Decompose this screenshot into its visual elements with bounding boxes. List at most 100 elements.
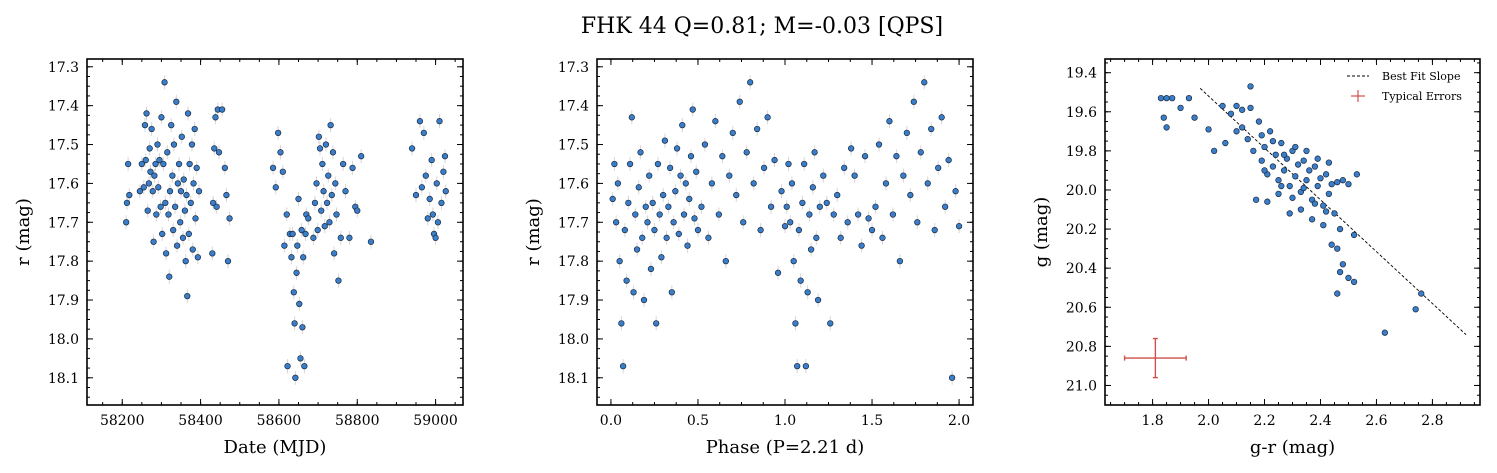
data-point <box>1311 200 1319 207</box>
data-point <box>1163 124 1170 131</box>
x-tick-label: 0.5 <box>687 413 709 429</box>
data-point <box>330 250 338 257</box>
data-point <box>170 141 178 148</box>
data-point <box>337 234 344 241</box>
data-point <box>637 149 644 156</box>
error-bars <box>612 75 960 385</box>
data-point <box>644 219 651 226</box>
data-point <box>316 145 324 152</box>
data-point <box>924 180 931 187</box>
data-point <box>816 203 823 210</box>
data-point <box>169 172 176 179</box>
data-point <box>628 114 635 121</box>
data-point <box>123 199 131 206</box>
data-point <box>1269 137 1277 145</box>
data-point <box>221 164 229 172</box>
data-point <box>422 172 429 179</box>
data-point <box>1322 208 1330 215</box>
x-tick-label: 59000 <box>413 413 458 429</box>
data-point <box>952 188 959 195</box>
y-axis-label: r (mag) <box>13 198 34 266</box>
data-point <box>157 203 164 210</box>
data-point <box>212 114 219 121</box>
data-point <box>162 250 170 257</box>
data-point <box>651 226 658 234</box>
data-point <box>1294 161 1302 168</box>
ticks <box>87 59 463 405</box>
data-point <box>882 180 890 187</box>
data-point <box>1314 182 1321 190</box>
data-point <box>701 141 709 148</box>
data-point <box>332 180 339 187</box>
data-point <box>653 320 660 327</box>
data-point <box>1289 194 1296 201</box>
data-point <box>903 129 911 137</box>
data-point <box>661 137 669 144</box>
data-point <box>841 164 848 172</box>
data-point <box>226 215 233 222</box>
data-point <box>640 296 648 304</box>
data-point <box>296 300 303 308</box>
data-point <box>177 219 184 226</box>
data-point <box>340 160 347 168</box>
data-point <box>187 199 194 206</box>
data-point <box>327 121 334 129</box>
data-point <box>715 211 723 218</box>
data-point <box>184 110 192 117</box>
y-tick-label: 17.5 <box>558 138 589 154</box>
data-point <box>323 199 331 206</box>
data-point <box>1292 173 1299 180</box>
data-point <box>753 125 761 133</box>
y-tick-label: 21.0 <box>1066 378 1097 394</box>
data-point <box>712 118 719 125</box>
x-tick-label: 1.8 <box>1141 413 1163 429</box>
data-point <box>1345 274 1352 282</box>
data-point <box>138 160 145 168</box>
data-point <box>1350 278 1358 285</box>
data-point <box>666 164 674 172</box>
data-point <box>1306 167 1313 174</box>
data-point <box>609 195 616 203</box>
data-point <box>663 234 670 241</box>
x-tick-label: 2.6 <box>1365 413 1387 429</box>
data-point <box>1227 110 1235 117</box>
data-point <box>140 184 147 191</box>
data-point <box>665 203 672 210</box>
data-point <box>834 191 841 199</box>
data-point <box>1205 126 1212 133</box>
data-point <box>179 234 187 241</box>
data-point <box>426 195 433 203</box>
data-point <box>209 250 216 257</box>
x-tick-label: 1.5 <box>861 413 883 429</box>
data-point <box>1264 198 1271 205</box>
typical-error-bar <box>1123 337 1187 379</box>
data-point <box>349 164 356 172</box>
y-tick-label: 19.6 <box>1066 105 1097 121</box>
data-point <box>1300 184 1307 192</box>
data-point <box>1261 143 1268 151</box>
data-point <box>659 191 667 199</box>
data-points <box>1157 83 1425 336</box>
data-point <box>346 234 353 241</box>
data-point <box>844 219 851 226</box>
data-point <box>668 289 676 296</box>
data-point <box>1238 124 1246 131</box>
x-tick-label: 2.0 <box>1197 413 1219 429</box>
data-point <box>1250 147 1257 155</box>
data-point <box>181 207 189 214</box>
data-point <box>941 203 949 210</box>
data-point <box>1278 139 1285 147</box>
x-tick-label: 2.8 <box>1421 413 1443 429</box>
x-axis-label: Phase (P=2.21 d) <box>706 437 865 458</box>
data-point <box>291 320 298 327</box>
data-point <box>211 145 218 152</box>
data-point <box>294 242 301 249</box>
data-point <box>188 141 196 148</box>
data-point <box>146 145 153 152</box>
data-point <box>1238 106 1246 113</box>
data-point <box>367 238 375 245</box>
panel-color-magnitude: 1.8 2.0 2.2 2.4 2.6 2.8 19.4 19.6 19.8 20.0 20.2 20… <box>1031 58 1481 458</box>
data-point <box>931 226 938 234</box>
data-point <box>279 168 286 175</box>
data-point <box>305 215 312 222</box>
